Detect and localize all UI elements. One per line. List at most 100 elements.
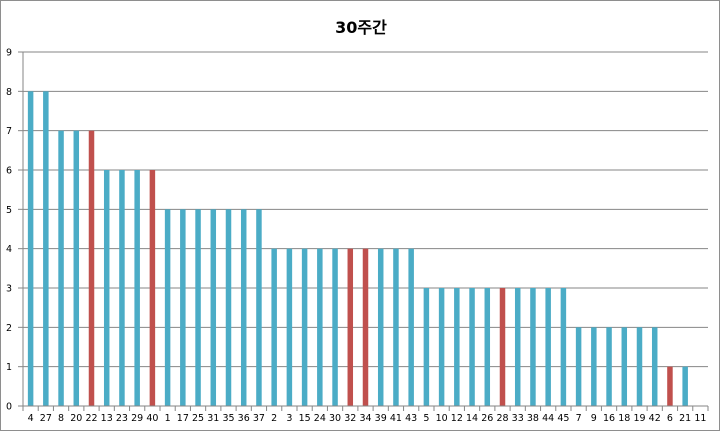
bar [225, 209, 232, 406]
x-category-label: 14 [466, 413, 478, 424]
y-tick-label: 5 [6, 205, 12, 216]
x-category-label: 42 [649, 413, 661, 424]
bar [271, 248, 277, 406]
y-tick-label: 2 [6, 323, 12, 334]
bar [408, 248, 414, 406]
x-category-label: 44 [542, 413, 554, 424]
x-category-label: 26 [481, 413, 493, 424]
y-tick-label: 0 [6, 402, 12, 413]
x-category-label: 19 [633, 413, 645, 424]
bar [454, 288, 460, 406]
x-category-label: 41 [390, 413, 402, 424]
x-category-label: 25 [192, 413, 204, 424]
bar [606, 327, 612, 406]
bar [27, 91, 34, 406]
x-category-label: 7 [576, 413, 582, 424]
bar [651, 327, 658, 406]
y-tick-label: 4 [6, 244, 12, 255]
bar [286, 248, 293, 406]
x-category-label: 12 [451, 413, 463, 424]
chart-title: 30주간 [335, 18, 387, 37]
x-category-label: 3 [286, 413, 292, 424]
x-category-label: 11 [694, 413, 706, 424]
x-category-label: 24 [314, 413, 326, 424]
y-tick-label: 6 [6, 166, 12, 177]
x-category-label: 1 [165, 413, 171, 424]
x-category-label: 43 [405, 413, 417, 424]
bar [301, 248, 308, 406]
x-axis-category-labels: 4 27 8 20 22 13 23 29 40 1 17 25 31 35 36 37 2 3 15 24 30 32 3… [28, 413, 707, 424]
bar [332, 248, 338, 406]
bar [149, 170, 156, 406]
x-category-label: 5 [423, 413, 429, 424]
bar [393, 248, 399, 406]
bar [180, 209, 186, 406]
x-category-label: 9 [591, 413, 597, 424]
y-axis-tick-labels: 0 1 2 3 4 5 6 7 8 9 [6, 48, 12, 413]
x-category-label: 38 [527, 413, 539, 424]
bar [514, 288, 521, 406]
x-category-label: 30 [329, 413, 341, 424]
x-category-label: 10 [436, 413, 448, 424]
x-category-label: 6 [667, 413, 673, 424]
bar [362, 248, 369, 406]
x-category-label: 32 [344, 413, 356, 424]
bar [256, 209, 262, 406]
y-tick-label: 8 [6, 87, 12, 98]
x-category-label: 20 [70, 413, 82, 424]
bar [621, 327, 628, 406]
bar [469, 288, 475, 406]
bar [499, 288, 506, 406]
x-category-label: 29 [131, 413, 143, 424]
x-category-label: 23 [116, 413, 128, 424]
bar [682, 366, 688, 406]
bar [103, 170, 110, 406]
x-category-label: 35 [222, 413, 234, 424]
bar [88, 130, 95, 406]
bar [423, 288, 430, 406]
bar [530, 288, 536, 406]
bar [377, 248, 384, 406]
bar [667, 366, 673, 406]
axes [18, 51, 709, 411]
x-category-label: 31 [207, 413, 219, 424]
y-tick-label: 1 [6, 362, 12, 373]
x-category-label: 34 [359, 413, 371, 424]
bar [73, 130, 80, 406]
y-tick-label: 9 [6, 48, 12, 59]
x-category-label: 28 [496, 413, 508, 424]
x-category-label: 4 [28, 413, 34, 424]
x-category-label: 13 [101, 413, 113, 424]
x-category-label: 18 [618, 413, 630, 424]
bar [347, 248, 354, 406]
x-category-label: 17 [177, 413, 189, 424]
bar [438, 288, 445, 406]
bar [240, 209, 247, 406]
bars [27, 91, 688, 406]
x-category-label: 16 [603, 413, 615, 424]
bar [317, 248, 323, 406]
x-category-label: 40 [146, 413, 158, 424]
bar [484, 288, 491, 406]
x-category-label: 22 [85, 413, 97, 424]
bar [134, 170, 140, 406]
x-category-label: 21 [679, 413, 691, 424]
bar [58, 130, 64, 406]
x-category-label: 33 [512, 413, 524, 424]
x-category-label: 37 [253, 413, 265, 424]
x-category-label: 8 [58, 413, 64, 424]
y-tick-label: 3 [6, 284, 12, 295]
y-tick-label: 7 [6, 126, 12, 137]
bar [545, 288, 551, 406]
x-category-label: 15 [299, 413, 311, 424]
x-category-label: 39 [375, 413, 387, 424]
bar [560, 288, 567, 406]
bar [119, 170, 125, 406]
bar [636, 327, 643, 406]
bar [591, 327, 597, 406]
bar [210, 209, 217, 406]
bar [43, 91, 49, 406]
x-category-label: 2 [271, 413, 277, 424]
